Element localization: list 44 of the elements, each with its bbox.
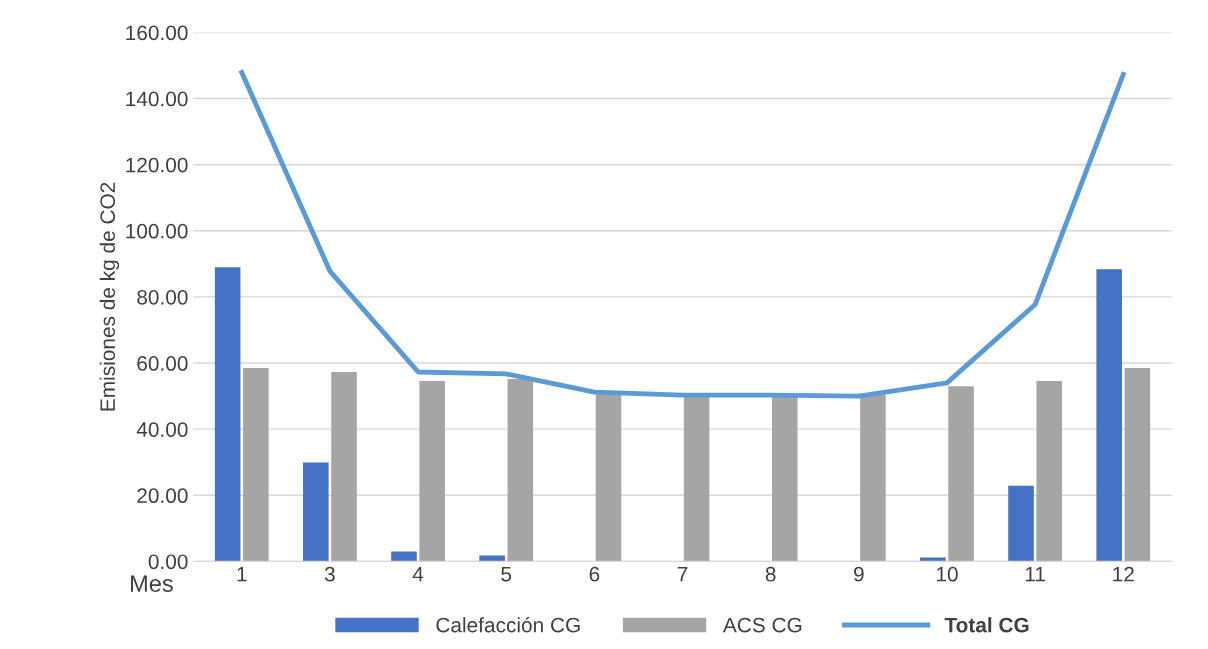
bar [507, 378, 534, 562]
bar [391, 551, 417, 562]
x-tick-label: 10 [936, 566, 958, 582]
x-axis-title: Mes [131, 575, 173, 592]
bar [1008, 485, 1034, 562]
bar [331, 371, 357, 562]
bar [1124, 367, 1151, 562]
bar [419, 380, 445, 562]
bar [595, 394, 622, 562]
x-tick-label: 9 [854, 566, 864, 582]
bar [303, 462, 329, 562]
bar [479, 555, 505, 562]
y-tick-label: 100.00 [126, 223, 188, 239]
bar [771, 395, 798, 562]
x-tick-label: 5 [501, 567, 512, 582]
bar [243, 367, 269, 562]
x-tick-label: 7 [677, 567, 688, 582]
bar [214, 267, 241, 562]
x-tick-label: 6 [589, 566, 600, 582]
bar [1096, 269, 1122, 562]
y-tick-label: 0.00 [148, 554, 188, 570]
bar [683, 395, 710, 562]
y-axis-title: Emisiones de kg de CO2 [99, 182, 120, 411]
legend-label: Total CG [944, 617, 1029, 633]
y-tick-label: 80.00 [137, 289, 188, 305]
x-tick-label: 8 [765, 566, 776, 582]
y-tick-label: 40.00 [136, 422, 188, 437]
x-tick-label: 11 [1025, 567, 1045, 582]
x-tick-label: 1 [237, 567, 247, 582]
y-tick-label: 160.00 [126, 25, 188, 41]
legend-label: ACS CG [722, 617, 802, 633]
bar [1036, 380, 1063, 562]
y-tick-label: 60.00 [137, 356, 188, 371]
bar [920, 557, 946, 562]
y-tick-label: 120.00 [126, 157, 188, 173]
bar [948, 386, 974, 562]
x-tick-label: 4 [412, 567, 424, 582]
y-tick-label: 20.00 [137, 488, 188, 504]
line-series [239, 70, 1126, 399]
bar [860, 395, 886, 562]
legend-label: Calefacción CG [436, 616, 580, 633]
x-tick-label: 3 [324, 566, 335, 582]
y-tick-label: 140.00 [126, 91, 188, 107]
x-tick-label: 12 [1113, 566, 1134, 582]
